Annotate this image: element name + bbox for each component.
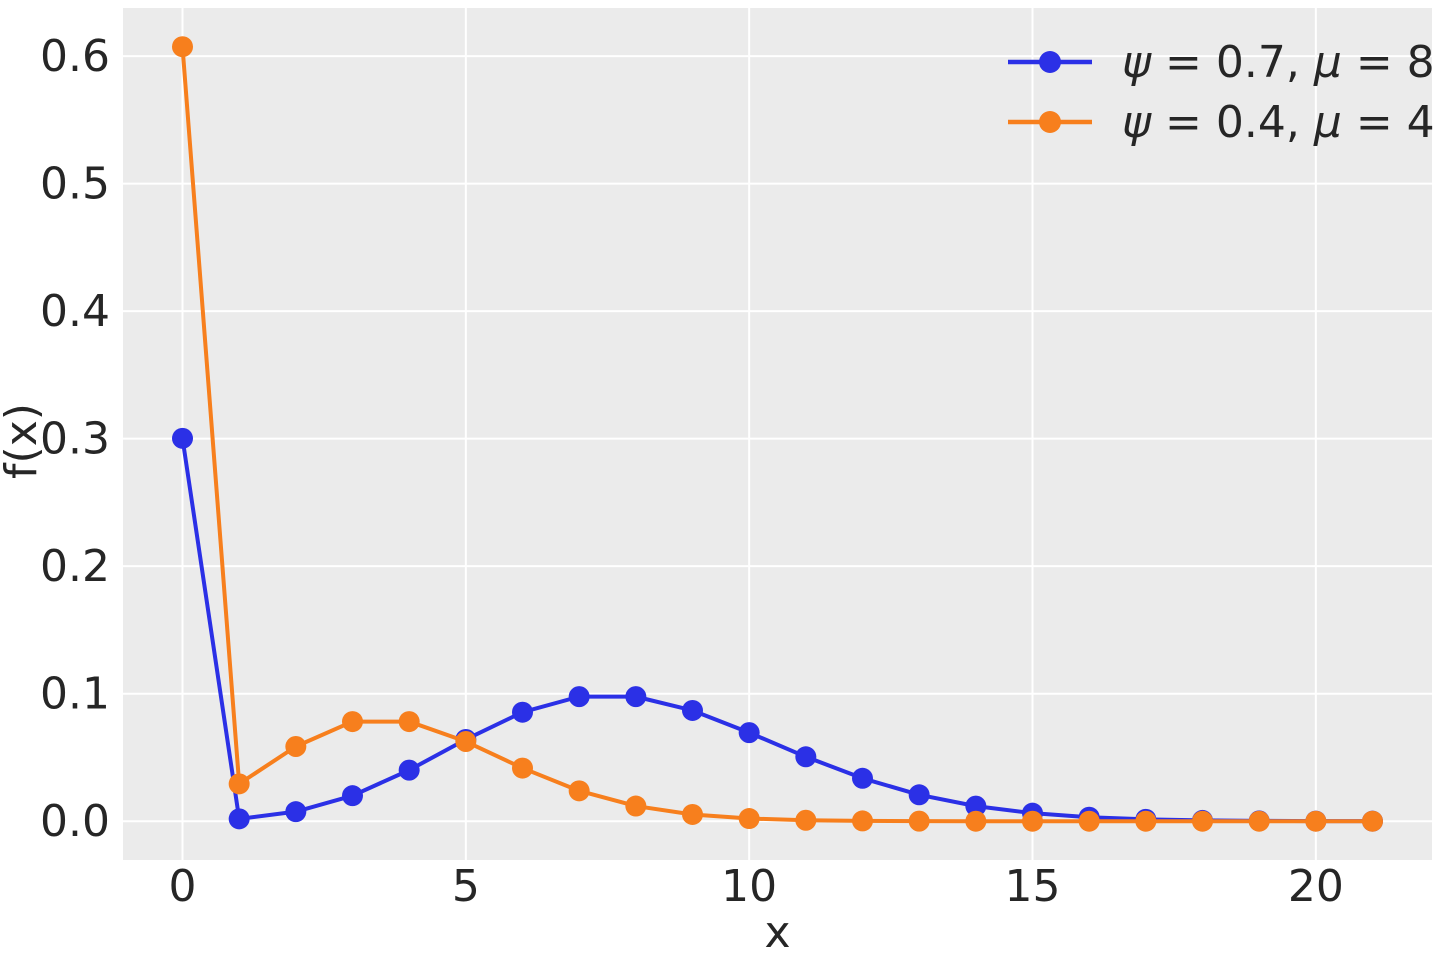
data-point-marker — [1305, 810, 1327, 832]
legend-label: ψ = 0.4, μ = 4 — [1122, 97, 1435, 148]
data-point-marker — [228, 773, 250, 795]
data-point-marker — [1192, 810, 1213, 832]
tick-labels: 0 5 10 15 20 0.0 0.1 0.2 0.3 0.4 0.5 0.6 — [40, 31, 1344, 912]
data-point-marker — [568, 686, 590, 708]
gridlines — [123, 8, 1432, 860]
data-point-marker — [852, 767, 873, 789]
data-point-marker — [852, 810, 873, 832]
data-point-marker — [625, 795, 647, 817]
data-point-marker — [342, 711, 363, 733]
x-axis-label: x — [764, 907, 790, 958]
data-point-marker — [455, 731, 477, 753]
legend-label: ψ = 0.7, μ = 8 — [1122, 37, 1435, 88]
series-line — [180, 46, 1373, 824]
data-point-marker — [1135, 810, 1157, 832]
data-point-marker — [398, 759, 420, 781]
data-point-marker — [795, 746, 817, 768]
data-point-marker — [795, 809, 817, 831]
y-tick-label: 0.6 — [40, 31, 110, 82]
data-point-marker — [568, 780, 590, 802]
data-point-marker — [1362, 810, 1383, 832]
data-point-marker — [172, 36, 193, 58]
data-point-marker — [625, 686, 647, 708]
data-point-marker — [285, 735, 307, 757]
y-tick-label: 0.2 — [40, 541, 110, 592]
data-point-marker — [172, 427, 193, 449]
data-point-marker — [285, 801, 307, 823]
data-point-marker — [738, 808, 760, 830]
data-point-marker — [512, 701, 533, 723]
y-tick-label: 0.3 — [40, 414, 110, 465]
x-tick-label: 10 — [721, 861, 777, 912]
y-tick-label: 0.0 — [40, 796, 110, 847]
data-point-marker — [908, 810, 930, 832]
legend-entry: ψ = 0.7, μ = 8 — [1008, 37, 1435, 88]
series-layer — [172, 36, 1383, 832]
data-point-marker — [398, 711, 420, 733]
x-tick-label: 20 — [1288, 861, 1344, 912]
legend-marker — [1039, 51, 1061, 73]
data-point-marker — [682, 803, 703, 825]
data-point-marker — [965, 810, 987, 832]
legend: ψ = 0.7, μ = 8 ψ = 0.4, μ = 4 — [1008, 37, 1435, 148]
data-point-marker — [512, 757, 533, 779]
legend-marker — [1039, 111, 1061, 133]
x-tick-label: 0 — [169, 861, 197, 912]
plot-area — [123, 8, 1432, 860]
series-1 — [172, 36, 1383, 832]
y-tick-label: 0.4 — [40, 286, 110, 337]
y-tick-label: 0.1 — [40, 669, 110, 720]
data-point-marker — [965, 795, 987, 817]
y-tick-label: 0.5 — [40, 159, 110, 210]
data-point-marker — [1022, 810, 1043, 832]
legend-entry: ψ = 0.4, μ = 4 — [1008, 97, 1435, 148]
data-point-marker — [682, 699, 703, 721]
x-tick-label: 15 — [1005, 861, 1061, 912]
data-point-marker — [908, 784, 930, 806]
y-axis-label: f(x) — [0, 403, 47, 479]
data-point-marker — [738, 722, 760, 744]
x-tick-label: 5 — [452, 861, 480, 912]
data-point-marker — [1078, 810, 1100, 832]
data-point-marker — [1248, 810, 1270, 832]
data-point-marker — [342, 785, 363, 807]
data-point-marker — [228, 808, 250, 830]
